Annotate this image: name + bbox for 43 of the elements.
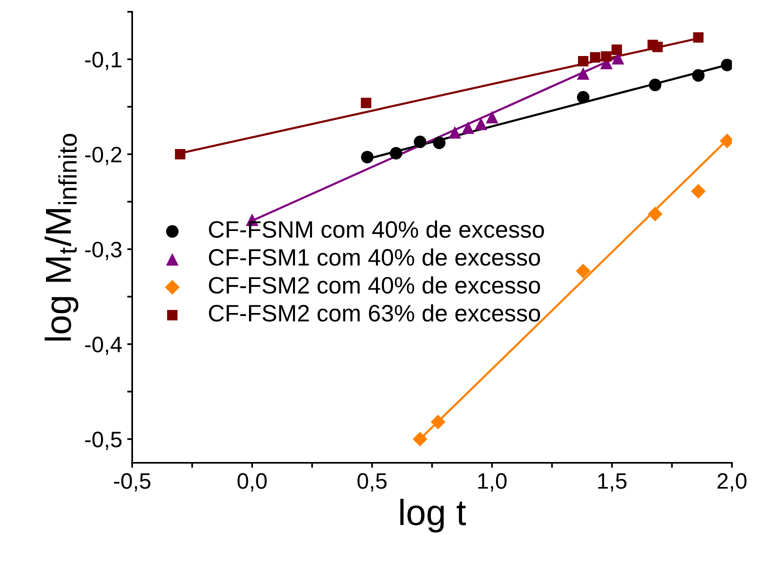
x-tick-label: 0,0 — [238, 473, 267, 492]
legend-label: CF-FSM2 com 40% de excesso — [208, 276, 540, 294]
point — [576, 90, 590, 104]
point — [486, 110, 498, 124]
x-tick-label: -0,5 — [114, 473, 150, 492]
point — [693, 32, 704, 43]
point — [462, 121, 474, 134]
point — [448, 126, 462, 139]
point — [432, 136, 446, 150]
point — [692, 69, 705, 82]
y-tick-label: -0,3 — [85, 242, 122, 260]
y-tick-label: -0,5 — [85, 432, 122, 450]
point — [412, 432, 428, 446]
point — [648, 206, 663, 222]
point — [648, 78, 662, 92]
point — [414, 136, 426, 148]
point — [590, 52, 600, 63]
x-tick-label: 1,0 — [478, 473, 507, 492]
point — [576, 264, 591, 278]
point — [360, 98, 372, 108]
y-axis-title: log M$_{t}$/M$_{infinito}$ — [44, 134, 78, 340]
legend-label: CF-FSM2 com 63% de excesso — [208, 304, 540, 322]
x-tick-label: 2,0 — [718, 473, 746, 492]
point — [601, 51, 612, 62]
legend-label: CF-FSNM com 40% de excesso — [208, 220, 544, 238]
x-axis-title: log t — [400, 498, 466, 532]
y-tick-label: -0,4 — [85, 336, 122, 356]
point — [690, 184, 706, 199]
point — [174, 149, 186, 160]
point — [576, 67, 590, 80]
point — [474, 118, 488, 130]
point — [652, 42, 663, 52]
x-tick-label: 1,5 — [598, 473, 626, 492]
point — [361, 150, 374, 164]
x-tick-label: 0,5 — [357, 473, 387, 492]
point — [720, 58, 732, 72]
point — [390, 147, 402, 160]
y-tick-label: -0,1 — [85, 52, 122, 70]
legend-label: CF-FSM1 com 40% de excesso — [208, 248, 540, 266]
point — [612, 44, 622, 55]
y-tick-label: -0,2 — [85, 146, 122, 166]
point — [578, 56, 588, 66]
point — [430, 414, 446, 430]
